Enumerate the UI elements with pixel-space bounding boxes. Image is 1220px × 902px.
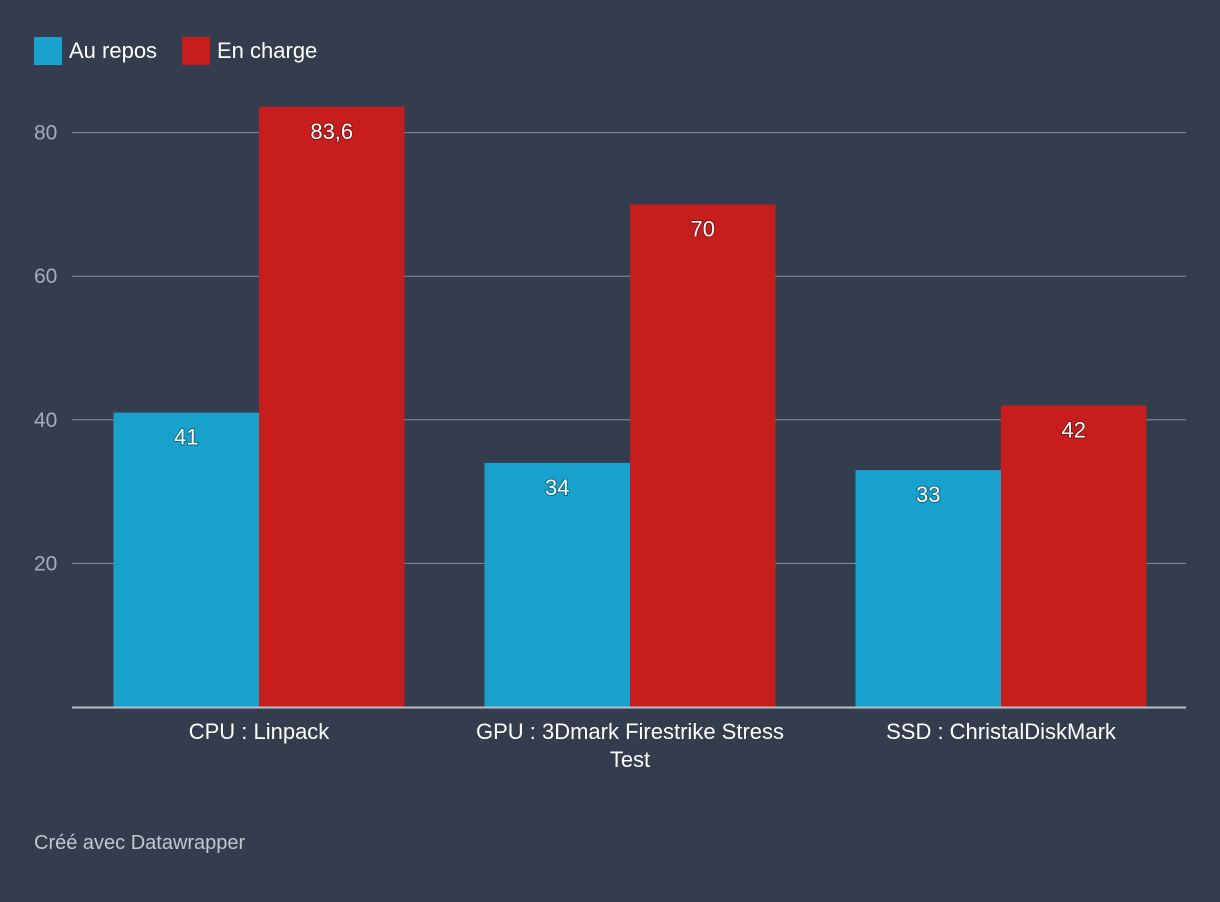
legend-swatch-en-charge <box>182 37 210 65</box>
legend-swatch-au-repos <box>34 37 62 65</box>
bar-au-repos <box>855 470 1001 707</box>
legend: Au repos En charge <box>34 37 317 65</box>
data-label: 41 <box>174 425 198 450</box>
x-category-label-line: CPU : Linpack <box>189 719 331 744</box>
data-label: 33 <box>916 482 940 507</box>
bar-en-charge <box>630 204 776 707</box>
bar-au-repos <box>113 412 259 707</box>
x-category-label-line: Test <box>610 747 650 772</box>
x-category-label: GPU : 3Dmark Firestrike Stress Test <box>476 719 784 772</box>
y-tick-label: 20 <box>34 552 57 575</box>
data-label: 34 <box>545 475 569 500</box>
x-category-label: CPU : Linpack <box>189 719 331 744</box>
y-tick-label: 60 <box>34 265 57 288</box>
legend-label-en-charge: En charge <box>217 38 317 63</box>
credit-text: Créé avec Datawrapper <box>34 832 246 854</box>
data-label: 70 <box>691 216 715 241</box>
bar-en-charge <box>1001 405 1147 707</box>
data-label: 42 <box>1062 417 1086 442</box>
x-category-label-line: SSD : ChristalDiskMark <box>886 719 1117 744</box>
legend-label-au-repos: Au repos <box>69 38 157 63</box>
x-category-label: SSD : ChristalDiskMark <box>886 719 1117 744</box>
data-label: 83,6 <box>310 119 353 144</box>
bar-au-repos <box>484 462 630 707</box>
bars: 41 83,6 34 70 33 42 <box>113 106 1147 707</box>
y-tick-label: 40 <box>34 409 57 432</box>
category-labels: CPU : Linpack GPU : 3Dmark Firestrike Str… <box>189 719 1117 772</box>
y-tick-label: 80 <box>34 122 57 145</box>
x-category-label-line: GPU : 3Dmark Firestrike Stress <box>476 719 784 744</box>
bar-en-charge <box>259 106 405 707</box>
